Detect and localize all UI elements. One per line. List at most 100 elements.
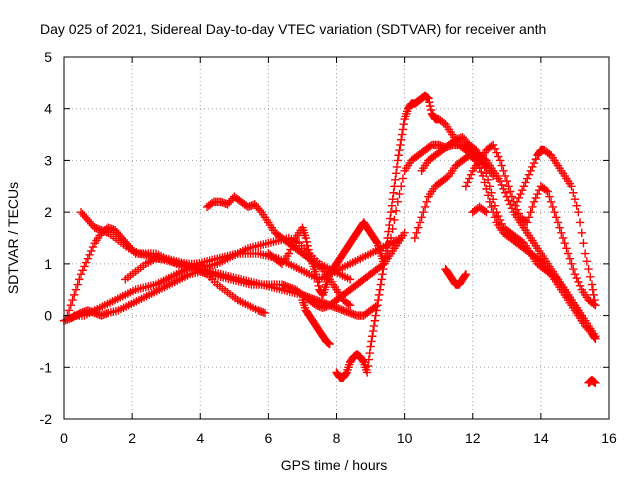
x-tick-label: 2 (128, 430, 136, 446)
data-point (325, 339, 334, 349)
series-sat-g (264, 218, 389, 300)
data-point (369, 321, 379, 331)
data-point (375, 285, 385, 294)
data-point (379, 264, 388, 274)
data-point (502, 176, 512, 186)
data-point (83, 254, 93, 263)
data-point (313, 277, 322, 287)
data-point (415, 218, 425, 227)
x-tick-label: 6 (264, 430, 272, 446)
data-point (78, 266, 87, 275)
data-point (73, 280, 82, 289)
data-point (372, 306, 381, 315)
data-point (523, 174, 532, 183)
data-point (371, 311, 380, 320)
y-tick-label: -1 (40, 359, 53, 375)
data-point (587, 280, 597, 289)
data-point (386, 207, 396, 217)
data-point (500, 171, 510, 181)
data-point (512, 197, 522, 206)
data-point (378, 270, 387, 279)
data-point (482, 169, 491, 178)
data-point (304, 245, 313, 254)
series-sat-l (417, 132, 590, 325)
data-point (303, 241, 312, 250)
data-point (398, 125, 408, 134)
data-point (414, 223, 423, 232)
data-point (463, 178, 472, 187)
data-point (385, 220, 394, 230)
data-point (384, 227, 393, 236)
data-point (528, 162, 537, 172)
data-point (528, 202, 537, 212)
data-point (480, 162, 489, 172)
data-point (545, 192, 554, 201)
data-point (390, 182, 399, 191)
data-point (485, 182, 494, 191)
data-point (591, 334, 600, 344)
data-point (589, 290, 598, 300)
data-point (526, 207, 535, 217)
data-point (552, 213, 561, 222)
data-point (366, 342, 375, 351)
data-point (390, 215, 399, 225)
data-point (495, 156, 505, 165)
data-point (558, 233, 568, 243)
data-point (81, 258, 91, 267)
data-point (580, 249, 590, 258)
series-sat-h (298, 295, 334, 349)
x-tick-label: 10 (397, 430, 413, 446)
data-point (555, 223, 564, 232)
data-point (543, 187, 552, 196)
data-point (379, 259, 389, 269)
data-point (461, 182, 471, 191)
data-point (580, 316, 590, 325)
data-point (514, 209, 523, 218)
data-point (367, 337, 376, 346)
data-point (345, 275, 355, 284)
data-point (460, 271, 470, 280)
data-point (381, 253, 391, 262)
data-point (487, 202, 496, 212)
data-point (396, 140, 405, 150)
data-point (565, 254, 575, 263)
data-point (373, 301, 382, 310)
data-point (302, 237, 311, 247)
data-point (482, 207, 491, 217)
data-point (506, 187, 515, 196)
data-point (425, 101, 435, 111)
data-point (590, 333, 599, 342)
series-sat-j (379, 140, 600, 341)
x-tick-label: 14 (533, 430, 549, 446)
data-point (494, 211, 503, 221)
data-point (391, 175, 400, 185)
data-point (71, 285, 81, 294)
y-tick-label: 3 (44, 152, 52, 168)
data-point (588, 285, 598, 294)
data-point (562, 244, 571, 253)
data-point (465, 174, 474, 183)
data-point (422, 197, 431, 206)
data-point (85, 250, 94, 260)
data-point (567, 182, 576, 191)
series-sat-o (512, 145, 600, 310)
data-point (582, 257, 592, 266)
data-point (575, 218, 585, 227)
data-point (572, 273, 581, 283)
data-point (553, 218, 563, 227)
data-point (417, 213, 426, 222)
data-point (477, 167, 486, 177)
data-point (388, 195, 397, 204)
data-point (363, 361, 373, 371)
data-point (574, 207, 583, 217)
data-point (490, 213, 500, 222)
y-tick-label: -2 (40, 411, 53, 427)
data-point (570, 270, 580, 279)
data-point (391, 169, 401, 178)
data-point (400, 228, 409, 238)
data-point (397, 130, 407, 139)
data-point (577, 228, 586, 238)
data-point (488, 195, 498, 204)
data-point (529, 197, 539, 206)
